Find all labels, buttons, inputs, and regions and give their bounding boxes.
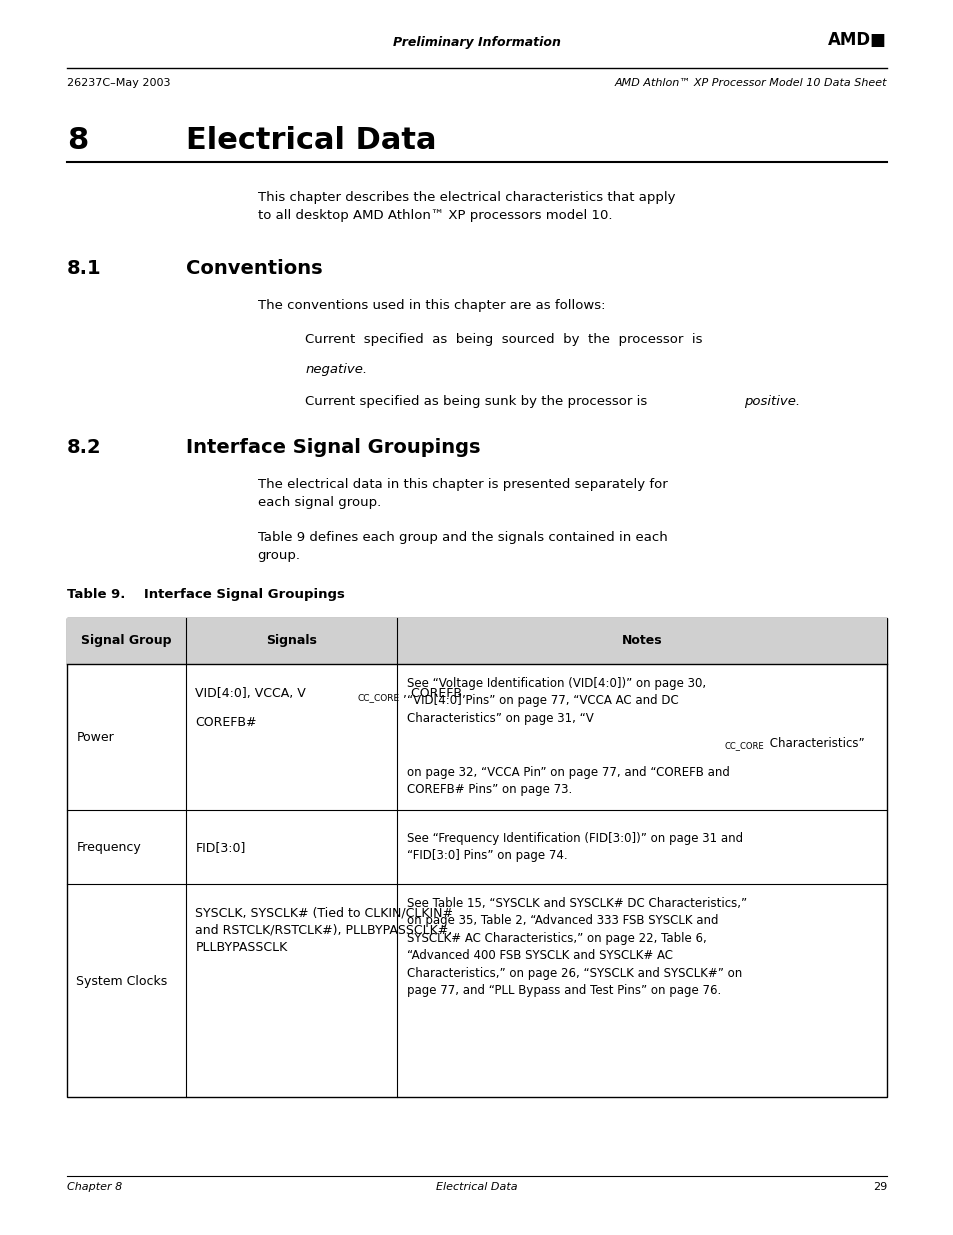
Text: Power: Power <box>76 731 114 743</box>
Text: negative.: negative. <box>305 363 367 377</box>
Text: This chapter describes the electrical characteristics that apply
to all desktop : This chapter describes the electrical ch… <box>257 191 675 222</box>
Text: The electrical data in this chapter is presented separately for
each signal grou: The electrical data in this chapter is p… <box>257 478 667 509</box>
Text: Preliminary Information: Preliminary Information <box>393 36 560 49</box>
Text: Electrical Data: Electrical Data <box>436 1182 517 1192</box>
Bar <box>67 618 886 1097</box>
Text: Current  specified  as  being  sourced  by  the  processor  is: Current specified as being sourced by th… <box>305 333 702 347</box>
Text: AMD Athlon™ XP Processor Model 10 Data Sheet: AMD Athlon™ XP Processor Model 10 Data S… <box>614 78 886 88</box>
Text: The conventions used in this chapter are as follows:: The conventions used in this chapter are… <box>257 299 604 312</box>
Bar <box>67 618 186 664</box>
Text: See Table 15, “SYSCLK and SYSCLK# DC Characteristics,”
on page 35, Table 2, “Adv: See Table 15, “SYSCLK and SYSCLK# DC Cha… <box>407 897 746 997</box>
Text: COREFB#: COREFB# <box>195 716 256 730</box>
Text: See “Voltage Identification (VID[4:0])” on page 30,
“VID[4:0] Pins” on page 77, : See “Voltage Identification (VID[4:0])” … <box>407 677 705 725</box>
Text: Current specified as being sunk by the processor is: Current specified as being sunk by the p… <box>305 395 647 409</box>
Text: Electrical Data: Electrical Data <box>186 126 436 154</box>
Text: Signals: Signals <box>266 635 316 647</box>
Text: 8: 8 <box>67 126 88 154</box>
Text: , COREFB,: , COREFB, <box>403 687 466 700</box>
Text: System Clocks: System Clocks <box>76 976 168 988</box>
Text: Notes: Notes <box>621 635 662 647</box>
Bar <box>186 618 397 664</box>
Text: 8.2: 8.2 <box>67 438 101 457</box>
Text: 29: 29 <box>872 1182 886 1192</box>
Text: Interface Signal Groupings: Interface Signal Groupings <box>186 438 480 457</box>
Text: Frequency: Frequency <box>76 841 141 853</box>
Text: AMD■: AMD■ <box>827 31 886 49</box>
Text: on page 32, “VCCA Pin” on page 77, and “COREFB and
COREFB# Pins” on page 73.: on page 32, “VCCA Pin” on page 77, and “… <box>407 766 729 797</box>
Text: FID[3:0]: FID[3:0] <box>195 841 246 853</box>
Text: 26237C–May 2003: 26237C–May 2003 <box>67 78 170 88</box>
Text: CC_CORE: CC_CORE <box>724 741 763 750</box>
Text: CC_CORE: CC_CORE <box>357 693 399 701</box>
Text: See “Frequency Identification (FID[3:0])” on page 31 and
“FID[3:0] Pins” on page: See “Frequency Identification (FID[3:0])… <box>407 832 742 862</box>
Text: positive.: positive. <box>743 395 800 409</box>
Bar <box>397 618 886 664</box>
Text: SYSCLK, SYSCLK# (Tied to CLKIN/CLKIN#
and RSTCLK/RSTCLK#), PLLBYPASSCLK#,
PLLBYP: SYSCLK, SYSCLK# (Tied to CLKIN/CLKIN# an… <box>195 906 453 955</box>
Text: Table 9.    Interface Signal Groupings: Table 9. Interface Signal Groupings <box>67 588 344 601</box>
Text: Table 9 defines each group and the signals contained in each
group.: Table 9 defines each group and the signa… <box>257 531 667 562</box>
Text: Signal Group: Signal Group <box>81 635 172 647</box>
Text: Conventions: Conventions <box>186 259 322 278</box>
Text: Characteristics”: Characteristics” <box>765 737 863 751</box>
Text: 8.1: 8.1 <box>67 259 101 278</box>
Text: VID[4:0], VCCA, V: VID[4:0], VCCA, V <box>195 687 306 700</box>
Text: Chapter 8: Chapter 8 <box>67 1182 122 1192</box>
